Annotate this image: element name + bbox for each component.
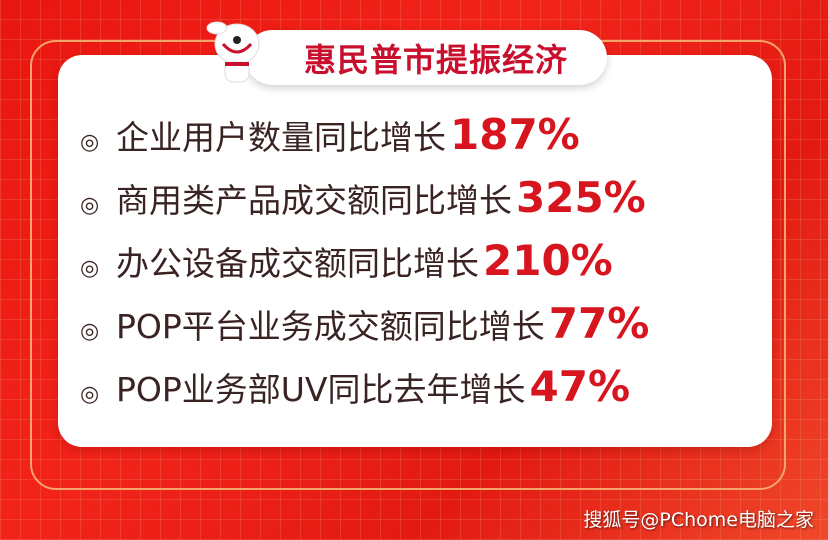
item-label: POP平台业务成交额同比增长 xyxy=(116,307,545,346)
list-item: ◎ POP业务部UV同比去年增长 47% xyxy=(80,362,649,425)
item-value: 187% xyxy=(450,110,580,159)
stats-list: ◎ 企业用户数量同比增长 187% ◎ 商用类产品成交额同比增长 325% ◎ … xyxy=(80,110,649,425)
double-circle-icon: ◎ xyxy=(80,319,100,344)
double-circle-icon: ◎ xyxy=(80,130,100,155)
watermark: 搜狐号@PChome电脑之家 xyxy=(583,509,814,531)
item-value: 210% xyxy=(483,236,613,285)
content-card xyxy=(58,55,772,447)
list-item: ◎ 企业用户数量同比增长 187% xyxy=(80,110,649,173)
list-item: ◎ 商用类产品成交额同比增长 325% xyxy=(80,173,649,236)
mascot-dog-icon xyxy=(206,21,260,83)
item-label: 办公设备成交额同比增长 xyxy=(116,244,479,283)
page-title: 惠民普市提振经济 xyxy=(303,40,568,79)
item-label: 商用类产品成交额同比增长 xyxy=(116,181,512,220)
double-circle-icon: ◎ xyxy=(80,193,100,218)
list-item: ◎ 办公设备成交额同比增长 210% xyxy=(80,236,649,299)
double-circle-icon: ◎ xyxy=(80,382,100,407)
item-label: POP业务部UV同比去年增长 xyxy=(116,370,526,409)
item-value: 325% xyxy=(516,173,646,222)
list-item: ◎ POP平台业务成交额同比增长 77% xyxy=(80,299,649,362)
item-label: 企业用户数量同比增长 xyxy=(116,118,446,157)
item-value: 77% xyxy=(548,299,650,348)
item-value: 47% xyxy=(529,362,631,411)
double-circle-icon: ◎ xyxy=(80,256,100,281)
title-banner: 惠民普市提振经济 xyxy=(245,30,607,85)
